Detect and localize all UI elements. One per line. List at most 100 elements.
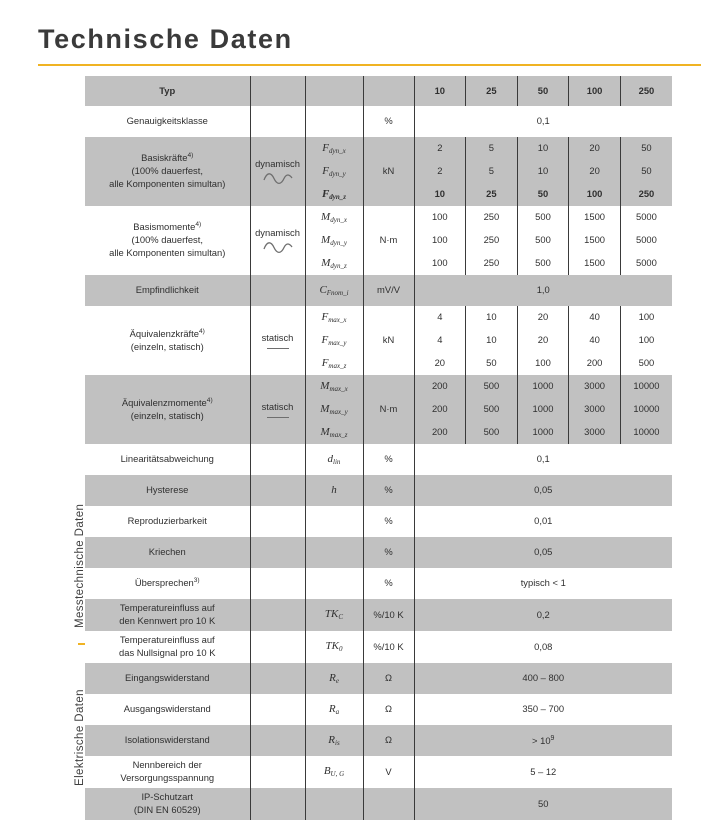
symbol: Fmax_y [321,333,347,347]
cell-value: 10000 [619,421,672,444]
row-span-value-ausgangswiderstand: 350 – 700 [413,694,672,725]
row-span-value-tk-c: 0,2 [413,599,672,631]
row-mode-eingangswiderstand [249,663,305,694]
cell-value: 5000 [619,206,672,229]
row-label-cell-aequivalenzmomente: Äquivalenzmomente4) (einzeln, statisch) [85,375,250,444]
row-unit-reproduzierbarkeit: % [362,506,414,537]
row-label-line: Basiskräfte4) [141,152,194,164]
title-underline-rule [38,64,701,66]
row-label-cell-tk-0: Temperatureinfluss auf das Nullsignal pro… [85,631,250,663]
table-row: Eingangswiderstand Re Ω 400 – 800 [85,663,672,694]
row-label-line: Versorgungsspannung [120,772,215,783]
row-span-value-kriechen: 0,05 [413,537,672,568]
row-label: Übersprechen3) [134,577,200,589]
row-span-value-eingangswiderstand: 400 – 800 [413,663,672,694]
cell-value: 50 [465,352,518,375]
cell-value: 5 [465,160,518,183]
row-label-cell-eingangswiderstand: Eingangswiderstand [85,663,250,694]
row-label-line: (einzeln, statisch) [130,409,204,421]
table-row: Temperatureinfluss auf den Kennwert pro 1… [85,599,672,631]
table-row: Mdyn_y 100 250 500 1500 5000 [85,229,672,252]
row-label: Genauigkeitsklasse [126,115,208,127]
row-label-line: das Nullsignal pro 10 K [119,647,216,658]
row-mode-reproduzierbarkeit [249,506,305,537]
row-label: Linearitätsabweichung [120,453,214,465]
cell-value: 5000 [619,229,672,252]
row-symbol-ausgangswiderstand: Ra [304,694,363,725]
table-row: Basismomente4) (100% dauerfest, alle Kompo… [85,206,672,275]
row-label-line: den Kennwert pro 10 K [119,615,216,626]
table-row: Mmax_y 200 500 1000 3000 10000 [85,398,672,421]
cell-value: 100 [619,306,672,329]
table-row: Fdyn_z 10 25 50 100 250 [85,183,672,206]
row-mode-nennbereich-versorgungsspannung [249,756,305,788]
cell-value: 500 [465,398,518,421]
cell-value: 20 [516,306,569,329]
row-label-line: (einzeln, statisch) [130,340,204,352]
table-row: Übersprechen3)% typisch < 1 [85,568,672,599]
cell-value: 20 [568,137,621,160]
table-row: IP-Schutzart (DIN EN 60529) 50 [85,788,672,820]
row-symbol-nennbereich-versorgungsspannung: BU, G [304,756,363,788]
row-label: Empfindlichkeit [135,284,199,296]
row-label-line: Äquivalenzmomente4) [121,396,213,408]
row-unit-ip-schutzart [362,788,414,820]
row-symbol-eingangswiderstand: Re [304,663,363,694]
row-symbol-empfindlichkeit: CFnom_i [304,275,363,306]
row-label-cell-tk-c: Temperatureinfluss auf den Kennwert pro 1… [85,599,250,631]
row-label-cell-nennbereich-versorgungsspannung: Nennbereich der Versorgungsspannung [85,756,250,788]
row-span-value-genauigkeitsklasse: 0,1 [413,106,672,137]
row-symbol: Mmax_x [304,375,363,398]
cell-value: 500 [516,252,569,275]
row-label: Reproduzierbarkeit [127,515,207,527]
cell-value: 2 [413,160,466,183]
cell-value: 1000 [516,375,569,398]
symbol: Mdyn_z [321,256,347,270]
row-label-line: alle Komponenten simultan) [109,177,226,189]
cell-value: 100 [413,206,466,229]
cell-value: 500 [516,229,569,252]
row-mode-basismomente: dynamisch [249,206,305,275]
table-row: Temperatureinfluss auf das Nullsignal pro… [85,631,672,663]
cell-value: 100 [619,329,672,352]
row-symbol: Fmax_y [304,329,363,352]
symbol: Fdyn_z [321,187,347,201]
row-mode-aequivalenzmomente: statisch [249,375,305,444]
cell-value: 10 [516,137,569,160]
row-symbol-tk-0: TK0 [304,631,363,663]
cell-value: 250 [619,183,672,206]
row-symbol: Mmax_y [304,398,363,421]
row-unit-linearitaetsabweichung: % [362,444,414,475]
row-label-cell-basiskraefte: Basiskräfte4) (100% dauerfest, alle Kompon… [85,137,250,206]
row-span-value-nennbereich-versorgungsspannung: 5 – 12 [413,756,672,788]
cell-value: 250 [465,229,518,252]
header-type-50: 50 [516,76,569,106]
row-unit-hysterese: % [362,475,414,506]
row-label: Isolationswiderstand [124,734,210,746]
row-label-cell-ausgangswiderstand: Ausgangswiderstand [85,694,250,725]
row-symbol: Fmax_z [304,352,363,375]
row-unit-uebersprechen: % [362,568,414,599]
row-label-cell-kriechen: Kriechen [85,537,250,568]
cell-value: 200 [413,421,466,444]
dc-line-icon [266,348,289,350]
row-label-line: (100% dauerfest, [131,165,203,177]
cell-value: 10000 [619,398,672,421]
row-symbol-ip-schutzart [304,788,363,820]
symbol: Mdyn_x [321,210,347,224]
row-symbol-kriechen [304,537,363,568]
header-type-25: 25 [465,76,518,106]
row-mode-aequivalenzkraefte: statisch [249,306,305,375]
cell-value: 1500 [568,206,621,229]
cell-value: 3000 [568,398,621,421]
row-label-cell-aequivalenzkraefte: Äquivalenzkräfte4) (einzeln, statisch) [85,306,250,375]
cell-value: 250 [465,206,518,229]
row-symbol-reproduzierbarkeit [304,506,363,537]
symbol: BU, G [323,765,345,779]
table-row: Fmax_z 20 50 100 200 500 [85,352,672,375]
technical-data-table: Typ 10 25 50 100 250 Genauigkeitsklasse% 0,1 Bas… [85,76,672,820]
cell-value: 10 [465,329,518,352]
row-unit-eingangswiderstand: Ω [362,663,414,694]
cell-value: 500 [465,375,518,398]
table-row: Reproduzierbarkeit% 0,01 [85,506,672,537]
